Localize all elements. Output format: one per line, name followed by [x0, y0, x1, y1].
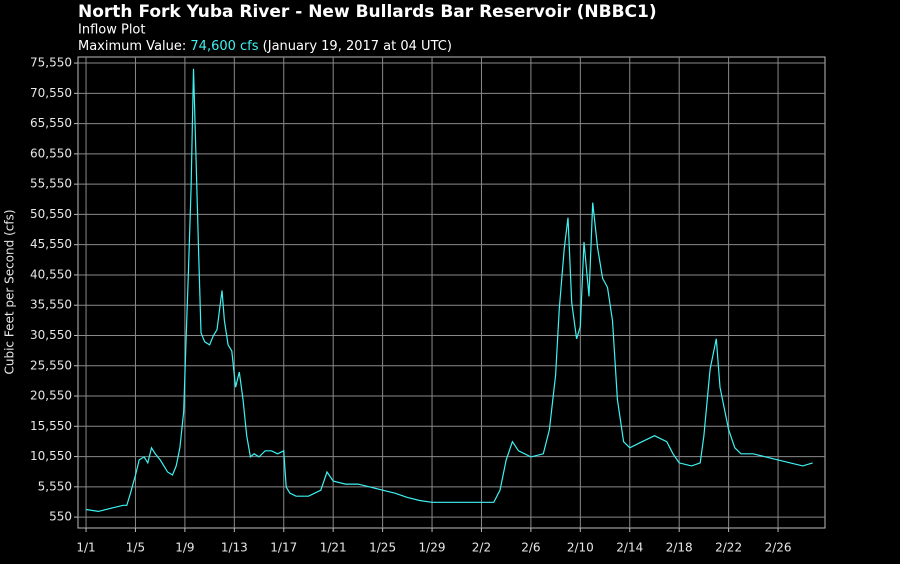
max-annotation: Maximum Value: 74,600 cfs (January 19, 2… — [78, 39, 452, 54]
x-tick-label: 2/18 — [666, 541, 693, 555]
y-tick-label: 50,550 — [30, 207, 72, 221]
chart-subtitle: Inflow Plot — [78, 23, 145, 38]
x-tick-label: 1/17 — [270, 541, 297, 555]
y-tick-label: 10,550 — [30, 449, 72, 463]
y-tick-label: 45,550 — [30, 237, 72, 251]
max-value: 74,600 cfs — [190, 39, 258, 54]
y-tick-label: 30,550 — [30, 328, 72, 342]
y-tick-label: 35,550 — [30, 298, 72, 312]
x-tick-label: 2/6 — [521, 541, 540, 555]
x-tick-label: 1/13 — [221, 541, 248, 555]
y-tick-label: 65,550 — [30, 116, 72, 130]
max-label: Maximum Value: — [78, 39, 186, 54]
y-tick-label: 40,550 — [30, 267, 72, 281]
plot-frame — [77, 56, 826, 529]
series-line — [85, 68, 813, 513]
x-tick-label: 2/2 — [472, 541, 491, 555]
x-tick-label: 2/26 — [765, 541, 792, 555]
x-tick-label: 1/5 — [126, 541, 145, 555]
y-axis-label: Cubic Feet per Second (cfs) — [3, 209, 17, 374]
y-tick-label: 25,550 — [30, 358, 72, 372]
x-tick-label: 2/10 — [567, 541, 594, 555]
y-tick-label: 5,550 — [38, 479, 72, 493]
x-tick-label: 1/1 — [76, 541, 95, 555]
x-tick-label: 1/25 — [369, 541, 396, 555]
y-tick-label: 60,550 — [30, 146, 72, 160]
y-tick-label: 70,550 — [30, 86, 72, 100]
x-tick-label: 2/22 — [715, 541, 742, 555]
max-date: (January 19, 2017 at 04 UTC) — [263, 39, 452, 54]
y-tick-label: 550 — [49, 510, 72, 524]
y-tick-label: 75,550 — [30, 56, 72, 70]
x-tick-label: 2/14 — [616, 541, 643, 555]
x-tick-label: 1/9 — [175, 541, 194, 555]
y-tick-label: 20,550 — [30, 389, 72, 403]
x-tick-label: 1/29 — [419, 541, 446, 555]
y-tick-label: 55,550 — [30, 177, 72, 191]
y-tick-label: 15,550 — [30, 419, 72, 433]
x-tick-label: 1/21 — [320, 541, 347, 555]
chart-title: North Fork Yuba River - New Bullards Bar… — [78, 2, 657, 22]
